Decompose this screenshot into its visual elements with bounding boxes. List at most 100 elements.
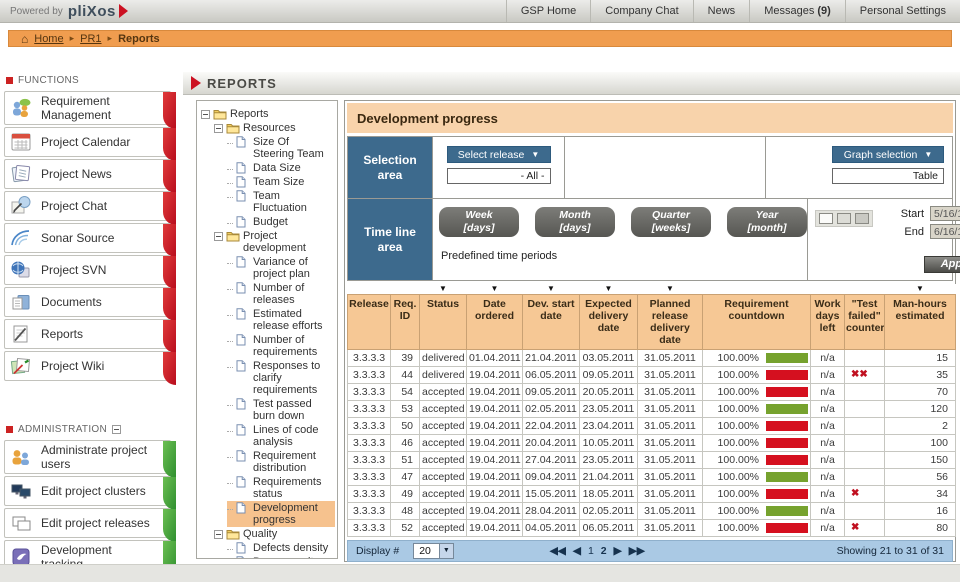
column-header-man-hours-estimated[interactable]: Man-hours estimated bbox=[885, 294, 956, 349]
breadcrumb-home[interactable]: Home bbox=[34, 33, 63, 45]
sidebar-item-label: Edit project clusters bbox=[41, 484, 146, 498]
tree-node-budget[interactable]: Budget bbox=[227, 215, 335, 229]
page-number-1[interactable]: 1 bbox=[588, 545, 594, 557]
ribbon-decoration bbox=[163, 509, 176, 542]
graph-value-box[interactable]: Table bbox=[832, 168, 944, 184]
tree-node-requirement-distribution[interactable]: Requirement distribution bbox=[227, 449, 335, 475]
cell-expected-delivery: 21.04.2011 bbox=[580, 468, 638, 485]
cell-work-days-left: n/a bbox=[811, 366, 845, 383]
column-header-requirement-countdown[interactable]: Requirement countdown bbox=[703, 294, 811, 349]
cell-countdown: 100.00% bbox=[703, 485, 811, 502]
select-release-dropdown[interactable]: Select release ▼ bbox=[447, 146, 551, 163]
sort-arrow-icon[interactable]: ▼ bbox=[523, 284, 580, 294]
tree-expander-icon[interactable] bbox=[214, 232, 223, 241]
graph-selection-dropdown[interactable]: Graph selection ▼ bbox=[832, 146, 944, 163]
tree-node-resources[interactable]: Resources bbox=[214, 121, 335, 135]
breadcrumb-items: Home▸PR1▸Reports bbox=[34, 33, 159, 45]
column-header-req-id[interactable]: Req. ID bbox=[391, 294, 420, 349]
tree-node-bugs-severity-details[interactable]: Bugs severity details bbox=[227, 555, 335, 559]
first-page-button[interactable]: ◀◀ bbox=[550, 545, 566, 557]
sidebar-item-requirement-management[interactable]: Requirement Management bbox=[4, 91, 171, 125]
sort-arrow-icon[interactable]: ▼ bbox=[885, 284, 956, 294]
start-date-input[interactable] bbox=[930, 206, 960, 221]
topmenu-item-messages[interactable]: Messages(9) bbox=[749, 0, 845, 22]
apply-button[interactable]: Apply bbox=[924, 256, 960, 273]
sidebar-item-edit-project-releases[interactable]: Edit project releases bbox=[4, 508, 171, 538]
sidebar-item-administrate-project-users[interactable]: Administrate project users bbox=[4, 440, 171, 474]
period-button-year[interactable]: Year[month] bbox=[727, 207, 807, 237]
tree-node-reports[interactable]: Reports bbox=[201, 107, 335, 121]
column-header-dev-start-date[interactable]: Dev. start date bbox=[523, 294, 580, 349]
tree-node-defects-density[interactable]: Defects density bbox=[227, 541, 335, 555]
column-header-date-ordered[interactable]: Date ordered bbox=[467, 294, 523, 349]
tree-node-responses-to-clarify-requirements[interactable]: Responses to clarify requirements bbox=[227, 359, 335, 397]
prev-page-button[interactable]: ◀ bbox=[573, 545, 581, 557]
sort-arrow-icon[interactable]: ▼ bbox=[638, 284, 703, 294]
sort-arrow-icon[interactable]: ▼ bbox=[580, 284, 638, 294]
view-toggle-1-icon[interactable] bbox=[819, 213, 833, 224]
last-page-button[interactable]: ▶▶ bbox=[629, 545, 645, 557]
sidebar-item-project-news[interactable]: Project News bbox=[4, 159, 171, 189]
tree-node-size-of-steering-team[interactable]: Size Of Steering Team bbox=[227, 135, 335, 161]
sidebar-item-project-wiki[interactable]: Project Wiki bbox=[4, 351, 171, 381]
sidebar-item-project-svn[interactable]: Project SVN bbox=[4, 255, 171, 285]
sidebar-item-reports[interactable]: Reports bbox=[4, 319, 171, 349]
document-icon bbox=[236, 282, 250, 294]
cell-date-ordered: 19.04.2011 bbox=[467, 434, 523, 451]
sidebar-item-sonar-source[interactable]: Sonar Source bbox=[4, 223, 171, 253]
end-date-input[interactable] bbox=[930, 224, 960, 239]
tree-node-quality[interactable]: Quality bbox=[214, 527, 335, 541]
page-number-2[interactable]: 2 bbox=[601, 545, 607, 557]
tree-node-project-development[interactable]: Project development bbox=[214, 229, 335, 255]
sidebar-item-project-chat[interactable]: Project Chat bbox=[4, 191, 171, 221]
period-button-quarter[interactable]: Quarter[weeks] bbox=[631, 207, 711, 237]
tree-node-data-size[interactable]: Data Size bbox=[227, 161, 335, 175]
tree-node-label: Budget bbox=[253, 216, 333, 228]
cell-release: 3.3.3.3 bbox=[348, 417, 391, 434]
collapse-icon[interactable] bbox=[112, 425, 121, 434]
sidebar-item-project-calendar[interactable]: Project Calendar bbox=[4, 127, 171, 157]
reports-icon bbox=[9, 322, 35, 346]
countdown-percent: 100.00% bbox=[705, 386, 759, 398]
tree-expander-icon[interactable] bbox=[201, 110, 210, 119]
topmenu-item-news[interactable]: News bbox=[693, 0, 750, 22]
breadcrumb-pr1[interactable]: PR1 bbox=[80, 33, 101, 45]
tree-node-development-progress[interactable]: Development progress bbox=[227, 501, 335, 527]
tree-node-team-fluctuation[interactable]: Team Fluctuation bbox=[227, 189, 335, 215]
tree-node-variance-of-project-plan[interactable]: Variance of project plan bbox=[227, 255, 335, 281]
topmenu-item-gsp-home[interactable]: GSP Home bbox=[506, 0, 590, 22]
column-header-planned-release-delivery-date[interactable]: Planned release delivery date bbox=[638, 294, 703, 349]
column-header-work-days-left[interactable]: Work days left bbox=[811, 294, 845, 349]
topmenu-item-personal-settings[interactable]: Personal Settings bbox=[845, 0, 960, 22]
period-button-week[interactable]: Week[days] bbox=[439, 207, 519, 237]
tree-node-test-passed-burn-down[interactable]: Test passed burn down bbox=[227, 397, 335, 423]
tree-expander-icon[interactable] bbox=[214, 530, 223, 539]
tree-node-number-of-requirements[interactable]: Number of requirements bbox=[227, 333, 335, 359]
tree-connector bbox=[227, 197, 233, 198]
column-header-status[interactable]: Status bbox=[420, 294, 467, 349]
tree-node-lines-of-code-analysis[interactable]: Lines of code analysis bbox=[227, 423, 335, 449]
period-button-month[interactable]: Month[days] bbox=[535, 207, 615, 237]
column-header-expected-delivery-date[interactable]: Expected delivery date bbox=[580, 294, 638, 349]
tree-node-estimated-release-efforts[interactable]: Estimated release efforts bbox=[227, 307, 335, 333]
tree-node-number-of-releases[interactable]: Number of releases bbox=[227, 281, 335, 307]
topmenu-item-company-chat[interactable]: Company Chat bbox=[590, 0, 692, 22]
tree-expander-icon[interactable] bbox=[214, 124, 223, 133]
sidebar-item-documents[interactable]: Documents bbox=[4, 287, 171, 317]
sort-arrow-icon[interactable]: ▼ bbox=[467, 284, 523, 294]
home-icon[interactable]: ⌂ bbox=[21, 34, 28, 44]
view-toggle-3-icon[interactable] bbox=[855, 213, 869, 224]
sidebar-item-edit-project-clusters[interactable]: Edit project clusters bbox=[4, 476, 171, 506]
tree-node-team-size[interactable]: Team Size bbox=[227, 175, 335, 189]
countdown-percent: 100.00% bbox=[705, 369, 759, 381]
column-header--test-failed-counter[interactable]: "Test failed" counter bbox=[845, 294, 885, 349]
column-header-release[interactable]: Release bbox=[348, 294, 391, 349]
table-row: 3.3.3.349accepted19.04.201115.05.201118.… bbox=[348, 485, 956, 502]
tree-node-requirements-status[interactable]: Requirements status bbox=[227, 475, 335, 501]
release-value-box[interactable]: - All - bbox=[447, 168, 551, 184]
display-count-select[interactable]: 20 ▼ bbox=[413, 543, 454, 559]
view-toggle-2-icon[interactable] bbox=[837, 213, 851, 224]
countdown-percent: 100.00% bbox=[705, 454, 759, 466]
next-page-button[interactable]: ▶ bbox=[614, 545, 622, 557]
sort-arrow-icon[interactable]: ▼ bbox=[420, 284, 467, 294]
